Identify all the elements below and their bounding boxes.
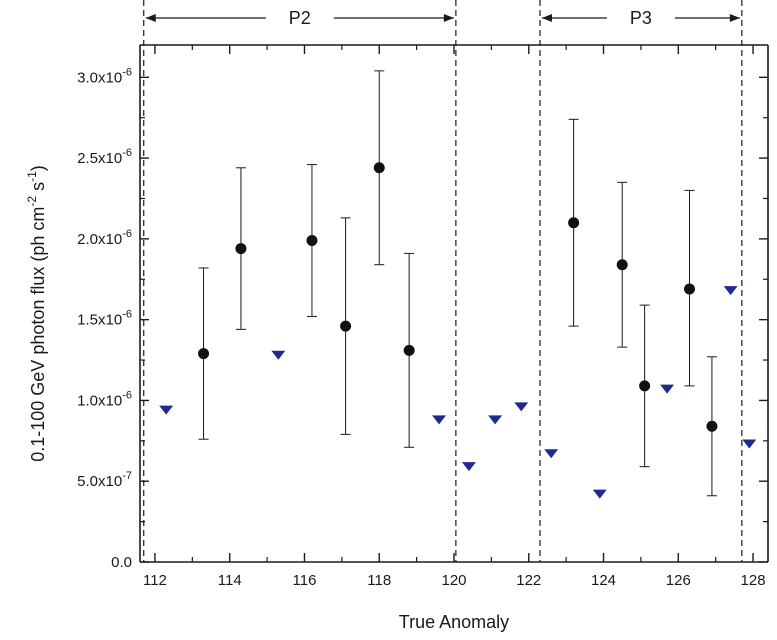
- period-dividers: P2 P3: [143, 0, 743, 562]
- x-tick-label: 116: [293, 572, 317, 589]
- y-axis-title-main: 0.1-100 GeV photon flux (ph cm: [28, 207, 48, 462]
- upper-limit-point: [488, 415, 503, 425]
- upper-limit-point: [461, 462, 476, 472]
- x-tick-label: 122: [516, 572, 541, 589]
- period-arrowhead-left: [145, 14, 156, 22]
- data-marks: [159, 70, 757, 499]
- period-label: P2: [289, 8, 311, 28]
- x-tick-label: 118: [367, 572, 391, 589]
- detection-point: [403, 344, 415, 356]
- period-label: P3: [630, 8, 652, 28]
- detection-point: [235, 243, 247, 255]
- y-tick-label: 3.0x10-6: [77, 66, 132, 86]
- upper-limit-point: [514, 402, 529, 412]
- labels: True Anomaly 0.1-100 GeV photon flux (ph…: [25, 165, 509, 632]
- y-axis-title-exp2: -1: [25, 171, 39, 182]
- detection-point: [568, 217, 580, 229]
- y-axis-title: 0.1-100 GeV photon flux (ph cm-2 s-1): [25, 165, 48, 462]
- x-tick-label: 114: [218, 572, 242, 589]
- y-tick-label: 2.5x10-6: [77, 147, 132, 167]
- detection-point: [684, 283, 695, 295]
- x-axis-title: True Anomaly: [399, 612, 509, 632]
- upper-limit-point: [723, 286, 738, 296]
- period-arrowhead-right: [729, 14, 740, 22]
- upper-limit-point: [742, 439, 757, 449]
- detection-point: [616, 259, 628, 271]
- axes: 112 114 116 118 120 122 124 126 128 0.0 5.0x10-7 1.…: [77, 44, 769, 589]
- x-tick-label: 124: [591, 572, 616, 589]
- y-axis-title-close: ): [28, 165, 48, 171]
- upper-limit-point: [271, 350, 286, 360]
- y-tick-label: 1.5x10-6: [77, 309, 132, 329]
- upper-limit-point: [432, 415, 447, 425]
- detection-point: [639, 380, 651, 392]
- y-axis-title-s: s: [28, 182, 48, 196]
- y-tick-label: 5.0x10-7: [77, 470, 132, 490]
- x-tick-label: 112: [143, 572, 167, 589]
- detection-point: [706, 420, 718, 432]
- x-tick-label: 126: [666, 572, 691, 589]
- y-tick-label: 2.0x10-6: [77, 228, 132, 248]
- detection-point: [340, 320, 352, 332]
- y-axis-title-exp1: -2: [25, 196, 39, 207]
- x-tick-label: 120: [441, 572, 466, 589]
- detection-point: [198, 348, 210, 360]
- upper-limit-point: [159, 405, 174, 415]
- upper-limit-point: [544, 449, 559, 459]
- period-arrowhead-right: [443, 14, 454, 22]
- y-tick-label: 1.0x10-6: [77, 389, 132, 409]
- detection-point: [306, 234, 318, 246]
- period-arrowhead-left: [541, 14, 552, 22]
- upper-limit-point: [660, 384, 675, 394]
- x-tick-label: 128: [741, 572, 766, 589]
- y-tick-label: 0.0: [111, 554, 132, 571]
- detection-point: [373, 162, 385, 174]
- upper-limit-point: [592, 489, 607, 499]
